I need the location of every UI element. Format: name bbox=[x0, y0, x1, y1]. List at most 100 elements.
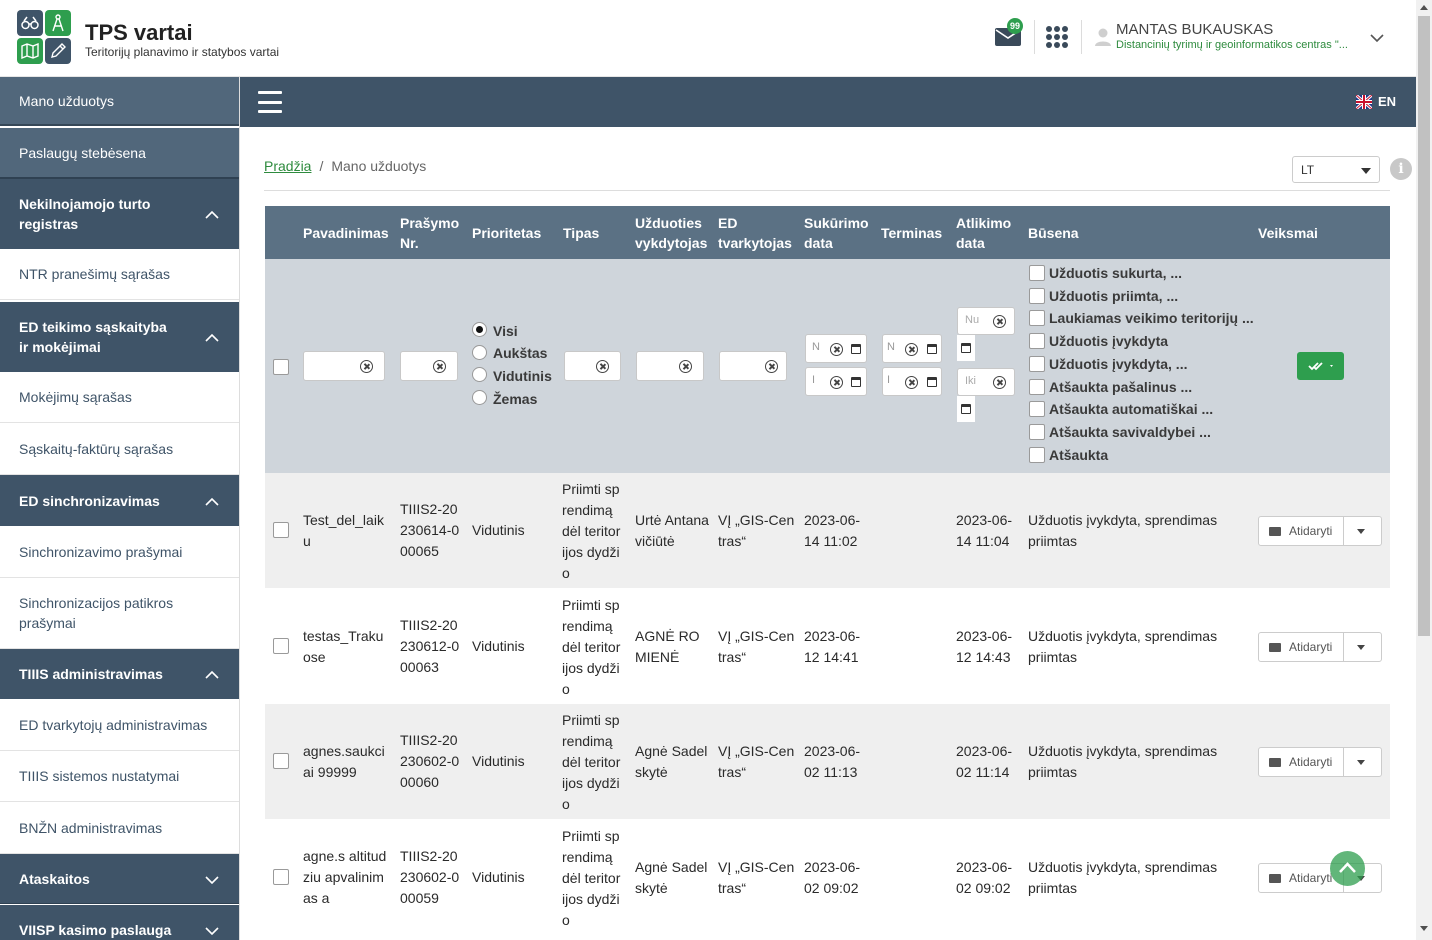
calendar-icon[interactable] bbox=[927, 344, 937, 354]
table-row[interactable]: agnes.saukciai 99999 TIIIS2-20230602-0000… bbox=[265, 704, 1390, 819]
row-checkbox[interactable] bbox=[273, 638, 289, 654]
sidebar-item-my-tasks[interactable]: Mano užduotys bbox=[0, 77, 239, 126]
column-header-deadline[interactable]: Terminas bbox=[881, 224, 943, 241]
sidebar-item-bnzn-admin[interactable]: BNŽN administravimas bbox=[0, 802, 239, 854]
status-checkbox[interactable] bbox=[1029, 379, 1045, 395]
row-checkbox[interactable] bbox=[273, 753, 289, 769]
filter-created-from[interactable]: N bbox=[805, 334, 867, 363]
clear-icon[interactable] bbox=[765, 360, 778, 373]
open-button[interactable]: Atidaryti bbox=[1258, 632, 1382, 662]
clear-icon[interactable] bbox=[993, 315, 1006, 328]
status-checkbox[interactable] bbox=[1029, 447, 1045, 463]
filter-executor-input[interactable] bbox=[636, 351, 704, 381]
filter-type-input[interactable] bbox=[564, 351, 621, 381]
clear-icon[interactable] bbox=[830, 376, 843, 389]
filter-deadline-to[interactable]: I bbox=[882, 367, 942, 396]
filter-created-to[interactable]: I bbox=[805, 367, 867, 396]
clear-icon[interactable] bbox=[433, 360, 446, 373]
table-row[interactable]: agne.s altitudziu apvalinimas a TIIIS2-20… bbox=[265, 820, 1390, 935]
filter-completed-to[interactable]: Iki bbox=[957, 368, 1015, 396]
sidebar-item-service-monitoring[interactable]: Paslaugų stebėsena bbox=[0, 128, 239, 177]
priority-radio-medium[interactable] bbox=[472, 367, 487, 382]
calendar-button[interactable] bbox=[957, 396, 975, 422]
calendar-button[interactable] bbox=[957, 335, 975, 361]
info-icon[interactable]: i bbox=[1390, 158, 1412, 180]
calendar-icon[interactable] bbox=[851, 344, 861, 354]
filter-request-no-input[interactable] bbox=[400, 351, 458, 381]
status-checkbox[interactable] bbox=[1029, 288, 1045, 304]
apps-grid-icon[interactable] bbox=[1046, 26, 1068, 48]
column-header-name[interactable]: Pavadinimas bbox=[303, 224, 389, 241]
sidebar-item-payments[interactable]: Mokėjimų sąrašas bbox=[0, 372, 239, 423]
breadcrumb-home-link[interactable]: Pradžia bbox=[264, 158, 312, 174]
scroll-down-arrow-icon[interactable] bbox=[1420, 926, 1428, 931]
sidebar-item-sync-check-requests[interactable]: Sinchronizacijos patikros prašymai bbox=[0, 578, 239, 649]
table-row[interactable]: Test_del_laiku TIIIS2-20230614-000065 Vidu… bbox=[265, 473, 1390, 588]
clear-icon[interactable] bbox=[596, 360, 609, 373]
calendar-icon[interactable] bbox=[927, 377, 937, 387]
sidebar-section-viisp[interactable]: VIISP kasimo paslauga bbox=[0, 905, 239, 940]
status-checkbox[interactable] bbox=[1029, 356, 1045, 372]
language-switch[interactable]: EN bbox=[1378, 94, 1397, 109]
language-select[interactable]: LT bbox=[1292, 156, 1380, 183]
select-all-checkbox[interactable] bbox=[273, 359, 289, 375]
scroll-up-arrow-icon[interactable] bbox=[1420, 5, 1428, 10]
sidebar-item-ntr-notifications[interactable]: NTR pranešimų sąrašas bbox=[0, 249, 239, 300]
filter-ed-manager-input[interactable] bbox=[719, 351, 787, 381]
chevron-down-icon[interactable] bbox=[1370, 30, 1384, 43]
caret-down-icon[interactable] bbox=[1357, 760, 1365, 765]
column-header-executor[interactable]: Užduoties vykdytojas bbox=[635, 214, 708, 251]
sidebar-item-tiiis-settings[interactable]: TIIIS sistemos nustatymai bbox=[0, 751, 239, 802]
caret-down-icon[interactable] bbox=[1357, 529, 1365, 534]
priority-radio-high[interactable] bbox=[472, 345, 487, 360]
folder-icon bbox=[1269, 874, 1281, 883]
clear-icon[interactable] bbox=[830, 343, 843, 356]
table-row[interactable]: testas_Trakuose TIIIS2-20230612-000063 Vid… bbox=[265, 589, 1390, 704]
column-header-request-no[interactable]: Prašymo Nr. bbox=[400, 214, 460, 251]
sidebar-section-billing[interactable]: ED teikimo sąskaityba ir mokėjimai bbox=[0, 302, 239, 372]
clear-icon[interactable] bbox=[360, 360, 373, 373]
sidebar-section-sync[interactable]: ED sinchronizavimas bbox=[0, 475, 239, 526]
column-header-completed[interactable]: Atlikimo data bbox=[956, 214, 1012, 251]
status-checkbox[interactable] bbox=[1029, 310, 1045, 326]
priority-radio-low[interactable] bbox=[472, 390, 487, 405]
calendar-icon[interactable] bbox=[851, 377, 861, 387]
priority-radio-all[interactable] bbox=[472, 322, 487, 337]
sidebar-section-reports[interactable]: Ataskaitos bbox=[0, 854, 239, 904]
bulk-action-button[interactable] bbox=[1297, 352, 1344, 380]
clear-icon[interactable] bbox=[993, 376, 1006, 389]
hamburger-menu-icon[interactable] bbox=[258, 91, 282, 113]
uk-flag-icon[interactable] bbox=[1355, 93, 1373, 111]
filter-deadline-from[interactable]: N bbox=[882, 334, 942, 363]
filter-completed-from[interactable]: Nu bbox=[957, 307, 1015, 335]
brand-logo[interactable] bbox=[17, 10, 71, 64]
row-checkbox[interactable] bbox=[273, 522, 289, 538]
cell-created: 2023-06-14 11:02 bbox=[804, 512, 861, 549]
open-button[interactable]: Atidaryti bbox=[1258, 516, 1382, 546]
status-checkbox[interactable] bbox=[1029, 333, 1045, 349]
sidebar-section-ntr[interactable]: Nekilnojamojo turto registras bbox=[0, 177, 239, 249]
clear-icon[interactable] bbox=[905, 376, 918, 389]
status-checkbox[interactable] bbox=[1029, 265, 1045, 281]
caret-down-icon[interactable] bbox=[1357, 645, 1365, 650]
row-checkbox[interactable] bbox=[273, 869, 289, 885]
sidebar-item-ed-admin[interactable]: ED tvarkytojų administravimas bbox=[0, 699, 239, 751]
scrollbar-thumb[interactable] bbox=[1418, 16, 1430, 636]
column-header-type[interactable]: Tipas bbox=[563, 224, 600, 241]
cell-created: 2023-06-12 14:41 bbox=[804, 628, 861, 665]
column-header-priority[interactable]: Prioritetas bbox=[472, 224, 542, 241]
sidebar-item-invoices[interactable]: Sąskaitų-faktūrų sąrašas bbox=[0, 423, 239, 475]
column-header-created[interactable]: Sukūrimo data bbox=[804, 214, 869, 251]
clear-icon[interactable] bbox=[905, 343, 918, 356]
open-button[interactable]: Atidaryti bbox=[1258, 747, 1382, 777]
filter-name-input[interactable] bbox=[303, 351, 385, 381]
column-header-status[interactable]: Būsena bbox=[1028, 224, 1079, 241]
back-to-top-button[interactable] bbox=[1330, 851, 1365, 886]
status-checkbox[interactable] bbox=[1029, 424, 1045, 440]
user-name[interactable]: MANTAS BUKAUSKAS bbox=[1116, 21, 1274, 38]
clear-icon[interactable] bbox=[679, 360, 692, 373]
status-checkbox[interactable] bbox=[1029, 401, 1045, 417]
column-header-ed-manager[interactable]: ED tvarkytojas bbox=[718, 214, 792, 251]
sidebar-item-sync-requests[interactable]: Sinchronizavimo prašymai bbox=[0, 526, 239, 578]
sidebar-section-tiiis-admin[interactable]: TIIIS administravimas bbox=[0, 649, 239, 699]
